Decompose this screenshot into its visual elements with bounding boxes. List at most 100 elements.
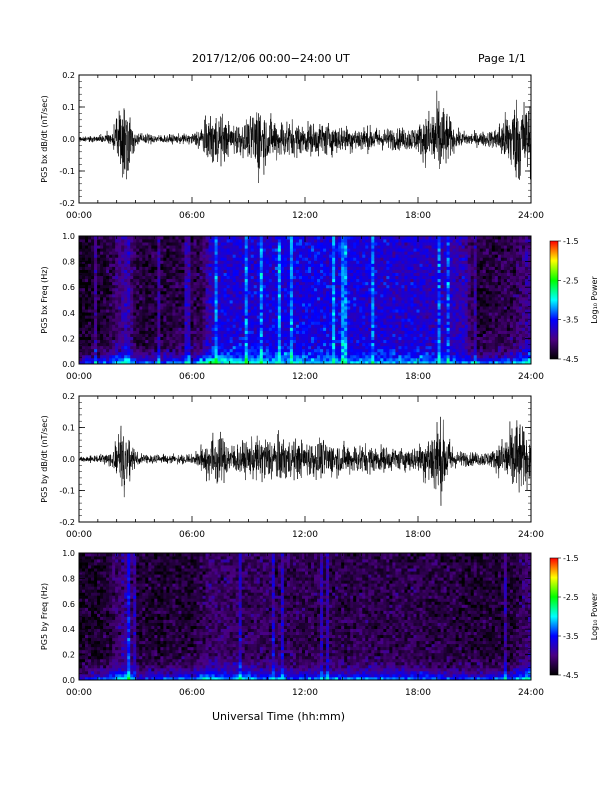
spectrogram-cell [280,260,285,264]
spectrogram-cell [181,300,185,304]
spectrogram-cell [419,296,423,301]
spectrogram-cell [130,266,134,270]
spectrogram-cell [407,263,411,267]
spectrogram-cell [401,309,405,313]
spectrogram-cell [85,293,89,298]
spectrogram-cell [94,287,98,292]
spectrogram-cell [314,284,318,289]
spectrogram-cell [428,351,432,356]
spectrogram-cell [226,245,231,249]
spectrogram-cell [181,327,185,331]
spectrogram-cell [127,290,131,295]
spectrogram-cell [229,342,234,347]
spectrogram-cell [265,324,270,328]
spectrogram-cell [163,342,167,347]
spectrogram-cell [268,239,273,243]
spectrogram-cell [365,303,369,307]
spectrogram-cell [214,278,219,283]
spectrogram-cell [157,284,161,289]
spectrogram-cell [130,290,134,295]
spectrogram-cell [271,278,276,283]
spectrogram-cell [82,354,86,359]
spectrogram-cell [392,269,396,273]
spectrogram-cell [389,251,393,255]
spectrogram-cell [112,318,116,322]
spectrogram-cell [419,239,423,243]
spectrogram-cell [85,342,89,347]
spectrogram-cell [214,257,219,261]
spectrogram-cell [374,339,378,344]
spectrogram-cell [202,327,206,331]
spectrogram-cell [317,296,321,301]
spectrogram-cell [332,290,336,295]
spectrogram-cell [332,309,336,313]
spectrogram-cell [262,360,267,365]
spectrogram-cell [154,306,158,310]
spectrogram-cell [274,263,279,267]
spectrogram-cell [160,321,164,325]
spectrogram-cell [148,257,152,261]
spectrogram-cell [305,281,309,286]
spectrogram-cell [265,290,270,295]
spectrogram-cell [308,236,312,240]
spectrogram-cell [392,287,396,292]
spectrogram-cell [112,245,116,249]
spectrogram-cell [286,315,291,319]
spectrogram-cell [368,296,372,301]
spectrogram-cell [133,296,137,301]
spectrogram-cell [305,242,309,246]
spectrogram-cell [305,333,309,337]
spectrogram-cell [329,342,333,347]
spectrogram-cell [404,315,408,319]
spectrogram-cell [103,281,107,286]
spectrogram-cell [106,330,110,334]
spectrogram-cell [301,281,306,286]
spectrogram-cell [371,336,375,341]
spectrogram-cell [274,287,279,292]
spectrogram-cell [124,354,128,359]
spectrogram-cell [283,345,288,350]
spectrogram-cell [353,272,357,277]
spectrogram-cell [190,293,194,298]
spectrogram-cell [410,251,414,255]
spectrogram-cell [187,242,191,246]
spectrogram-cell [386,333,390,337]
spectrogram-cell [344,236,348,240]
spectrogram-cell [109,284,113,289]
spectrogram-cell [356,309,360,313]
spectrogram-cell [283,339,288,344]
spectrogram-cell [163,309,167,313]
spectrogram-cell [298,309,303,313]
spectrogram-cell [356,312,360,316]
spectrogram-cell [175,336,179,341]
spectrogram-cell [100,321,104,325]
spectrogram-cell [199,312,203,316]
spectrogram-cell [283,254,288,258]
spectrogram-cell [241,351,246,356]
spectrogram-cell [259,321,264,325]
spectrogram-cell [151,239,155,243]
spectrogram-cell [308,354,312,359]
spectrogram-cell [115,333,119,337]
spectrogram-cell [241,324,246,328]
spectrogram-cell [338,257,342,261]
spectrogram-cell [410,327,414,331]
spectrogram-cell [265,330,270,334]
spectrogram-cell [298,257,303,261]
spectrogram-cell [124,296,128,301]
spectrogram-cell [247,324,252,328]
spectrogram-cell [115,263,119,267]
spectrogram-cell [169,281,173,286]
spectrogram-cell [178,330,182,334]
spectrogram-cell [148,327,152,331]
spectrogram-cell [317,303,321,307]
spectrogram-cell [335,275,339,280]
spectrogram-cell [139,239,143,243]
spectrogram-cell [241,309,246,313]
spectrogram-cell [280,351,285,356]
spectrogram-cell [259,236,264,240]
spectrogram-cell [148,354,152,359]
spectrogram-cell [220,296,225,301]
spectrogram-cell [151,236,155,240]
spectrogram-cell [136,269,140,273]
